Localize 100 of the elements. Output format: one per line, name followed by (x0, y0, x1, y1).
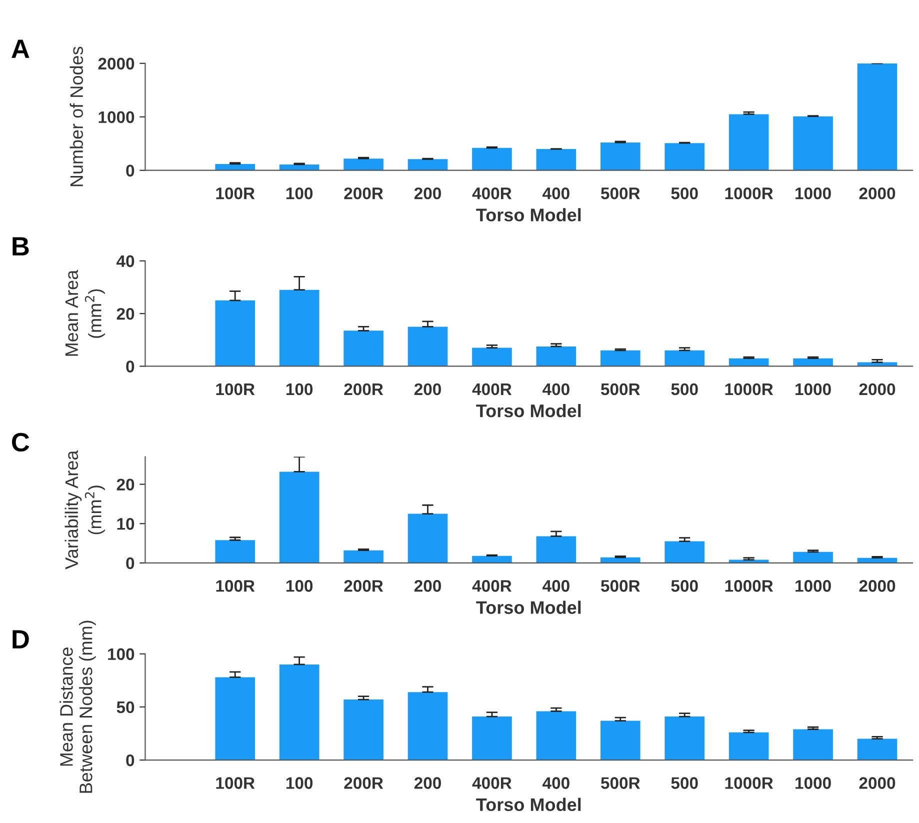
x-tick-label: 100 (286, 383, 313, 396)
x-tick-label: 500R (600, 187, 640, 200)
bar (600, 350, 640, 366)
x-tick-label: 200 (414, 580, 441, 592)
bar (215, 677, 256, 760)
x-tick-label: 500 (671, 777, 698, 789)
bar (279, 164, 320, 170)
x-tick-label: 400R (472, 383, 512, 396)
bar (536, 536, 576, 563)
x-tick-label: 1000 (796, 187, 831, 200)
y-tick-label: 0 (126, 754, 134, 766)
x-axis-title: Torso Model (476, 798, 581, 812)
y-tick-label: 40 (116, 255, 134, 268)
y-tick-label: 0 (126, 164, 134, 177)
bar (664, 541, 705, 563)
bar (279, 664, 320, 760)
x-tick-label: 2000 (859, 777, 896, 789)
x-tick-label: 2000 (859, 187, 896, 200)
x-tick-label: 400R (472, 187, 512, 200)
y-tick-label: 20 (116, 308, 134, 320)
x-tick-label: 500R (600, 777, 640, 789)
x-axis-title: Torso Model (476, 600, 581, 614)
bar (344, 550, 384, 563)
x-tick-label: 100R (216, 580, 255, 592)
bar (536, 346, 576, 366)
x-tick-label: 1000R (725, 383, 774, 396)
x-tick-label: 2000 (859, 383, 896, 396)
bar (728, 114, 769, 170)
x-tick-label: 500R (600, 580, 640, 592)
bar (600, 720, 640, 760)
x-tick-label: 200 (414, 383, 441, 396)
chart-title: D (12, 630, 29, 648)
bar (536, 148, 576, 170)
x-tick-label: 2000 (859, 580, 896, 592)
x-tick-label: 200R (344, 580, 384, 592)
bar (664, 143, 705, 170)
x-tick-label: 500R (600, 383, 640, 396)
x-tick-label: 500 (671, 383, 698, 396)
bar (279, 290, 320, 366)
bar (857, 63, 898, 170)
x-tick-label: 400 (542, 777, 570, 789)
x-axis-title: Torso Model (476, 404, 581, 418)
bar (472, 148, 512, 170)
y-axis-title: Mean Distance Between Nodes (mm) (60, 620, 96, 793)
x-tick-label: 400 (542, 580, 570, 592)
bar (344, 330, 384, 366)
bar (408, 326, 448, 366)
chart-title: C (12, 432, 30, 452)
y-tick-label: 100 (108, 648, 134, 660)
x-tick-label: 1000 (796, 777, 831, 789)
bar (536, 711, 576, 760)
bar (728, 358, 769, 366)
x-tick-label: 200 (414, 187, 441, 200)
bar (664, 716, 705, 760)
bar (793, 552, 833, 563)
x-tick-label: 100R (216, 383, 255, 396)
bar (408, 692, 448, 760)
y-tick-label: 20 (116, 478, 134, 490)
x-tick-label: 200R (344, 383, 384, 396)
x-tick-label: 100R (216, 777, 255, 789)
bar (600, 142, 640, 170)
bar (793, 116, 833, 170)
x-tick-label: 100 (286, 777, 313, 789)
y-tick-label: 50 (116, 701, 134, 714)
x-tick-label: 400R (472, 580, 512, 592)
y-axis-title: Mean Area (mm$^{2}$) (65, 270, 105, 356)
x-tick-label: 400 (542, 187, 570, 200)
y-tick-label: 1000 (98, 111, 134, 124)
bar (215, 164, 256, 170)
y-tick-label: 2000 (98, 58, 134, 70)
chart-title: B (12, 237, 29, 256)
y-tick-label: 10 (117, 518, 134, 530)
bar (600, 557, 640, 563)
x-tick-label: 500 (671, 187, 698, 200)
bar (793, 729, 833, 760)
x-tick-label: 400R (472, 777, 512, 789)
bar (472, 348, 512, 366)
chart-title: A (12, 40, 30, 58)
bar (408, 514, 448, 563)
bar (472, 716, 512, 760)
x-tick-label: 1000 (796, 383, 831, 396)
x-tick-label: 200R (344, 777, 384, 789)
bar (472, 556, 512, 563)
bar (664, 350, 705, 366)
x-tick-label: 500 (671, 580, 698, 592)
bar (215, 300, 256, 366)
bar (344, 700, 384, 760)
y-axis-title: Variability Area (mm$^{2}$) (64, 450, 105, 570)
bar (279, 472, 320, 563)
bar (793, 358, 833, 366)
x-tick-label: 1000R (725, 777, 774, 789)
x-tick-label: 1000R (725, 580, 774, 592)
bar (408, 159, 448, 170)
y-tick-label: 0 (126, 360, 134, 372)
x-tick-label: 400 (542, 383, 570, 396)
x-tick-label: 100 (286, 580, 313, 592)
x-tick-label: 1000R (725, 187, 774, 200)
x-tick-label: 100R (216, 187, 255, 200)
bar (215, 540, 256, 563)
bar (728, 732, 769, 760)
